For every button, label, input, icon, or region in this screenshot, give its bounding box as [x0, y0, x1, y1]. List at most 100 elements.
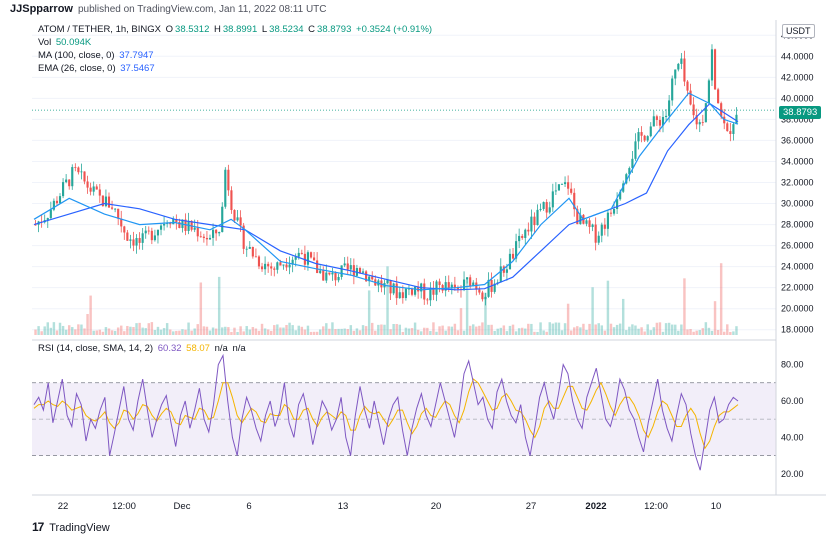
candle-body	[475, 282, 478, 290]
volume-bar	[95, 330, 98, 335]
candle-body	[603, 224, 606, 229]
volume-bar	[175, 330, 178, 335]
ema-legend[interactable]: EMA (26, close, 0) 37.5467	[38, 63, 157, 74]
volume-bar	[147, 323, 151, 335]
time-axis[interactable]: 22 12:00 Dec 6 13 20 27 2022 12:00 10	[58, 501, 722, 512]
symbol-label[interactable]: ATOM / TETHER, 1h, BINGX	[38, 24, 161, 35]
candle-body	[135, 238, 138, 246]
volume-bar	[377, 324, 380, 335]
candle-body	[612, 209, 616, 214]
rsi-value: 60.32	[157, 343, 182, 354]
candle-body	[710, 49, 714, 81]
volume-bar	[74, 329, 77, 335]
candle-body	[129, 239, 132, 241]
candle-body	[117, 208, 120, 219]
volume-bar	[208, 330, 212, 335]
candle-body	[34, 224, 37, 226]
volume-bar	[609, 323, 613, 335]
volume-bar	[58, 322, 62, 335]
author-name[interactable]: JJSpparrow	[10, 3, 73, 15]
volume-bar	[704, 322, 708, 335]
volume-bar	[701, 328, 705, 335]
price-grid	[32, 34, 776, 331]
volume-bar	[196, 324, 199, 335]
chart-canvas[interactable]: 18.0000 20.0000 22.0000 24.0000 26.0000 28.00…	[0, 0, 826, 520]
volume-bar	[423, 327, 426, 335]
candle-body	[652, 116, 655, 127]
candle-body	[695, 115, 698, 125]
volume-bar	[533, 331, 536, 335]
volume-bar	[312, 331, 316, 335]
candle-body	[83, 171, 86, 182]
candle-body	[585, 220, 588, 224]
candle-body	[62, 182, 65, 197]
footer[interactable]: 17 TradingView	[32, 520, 110, 534]
rsi-tick-label: 80.00	[781, 360, 804, 370]
candle-body	[438, 281, 441, 286]
volume-bar	[242, 331, 245, 335]
candle-body	[98, 189, 101, 196]
volume-bar	[141, 327, 144, 335]
rsi-sma-value: 58.07	[186, 343, 210, 354]
rsi-legend[interactable]: RSI (14, close, SMA, 14, 2) 60.32 58.07 …	[38, 343, 248, 354]
candle-body	[643, 135, 646, 141]
candle-body	[634, 141, 637, 159]
volume-bar	[318, 329, 322, 335]
volume-bar	[710, 330, 714, 335]
candle-body	[371, 276, 374, 280]
volume-bar	[413, 322, 417, 335]
candle-body	[309, 252, 313, 258]
candle-body	[414, 286, 417, 295]
volume-bar	[416, 329, 420, 335]
volume-bar	[487, 324, 490, 335]
candle-body	[147, 230, 150, 232]
volume-bar	[729, 331, 732, 335]
candle-body	[450, 284, 453, 289]
candle-body	[215, 229, 218, 234]
candle-body	[86, 181, 89, 188]
volume-bar	[465, 280, 469, 335]
volume-bar	[233, 327, 236, 335]
volume-bar	[640, 327, 643, 335]
volume-bar	[496, 328, 499, 335]
candle-body	[361, 271, 365, 273]
price-tick-label: 30.0000	[781, 199, 814, 209]
candle-body	[221, 206, 224, 233]
candle-body	[591, 224, 594, 228]
candle-body	[205, 237, 209, 240]
volume-bar	[634, 325, 637, 335]
candle-body	[104, 196, 108, 207]
candle-body	[579, 214, 582, 225]
candlestick-series	[34, 44, 738, 307]
volume-bar	[361, 325, 365, 335]
candle-body	[481, 292, 484, 300]
time-tick-label: 13	[338, 501, 349, 512]
volume-bar	[221, 327, 224, 335]
rsi-tick-label: 40.00	[781, 432, 804, 442]
candle-body	[239, 217, 242, 226]
ma-legend[interactable]: MA (100, close, 0) 37.7947	[38, 50, 156, 61]
volume-legend[interactable]: Vol 50.094K	[38, 37, 93, 48]
volume-bar	[64, 329, 68, 335]
candle-body	[300, 252, 303, 254]
volume-bar	[707, 327, 711, 335]
volume-bar	[224, 326, 227, 335]
candle-body	[392, 283, 395, 294]
candle-body	[521, 235, 524, 238]
candle-body	[257, 256, 261, 267]
volume-bar	[334, 329, 337, 335]
volume-bar	[735, 326, 738, 335]
candle-body	[260, 266, 264, 270]
candle-body	[138, 238, 141, 243]
volume-bar	[716, 329, 720, 335]
currency-label[interactable]: USDT	[782, 24, 815, 38]
candle-body	[530, 216, 533, 232]
volume-bar	[239, 326, 242, 335]
volume-bar	[726, 324, 729, 335]
price-axis[interactable]: 18.0000 20.0000 22.0000 24.0000 26.0000 28.00…	[781, 30, 814, 334]
rsi-na-2: n/a	[232, 343, 246, 354]
volume-bar	[591, 287, 594, 335]
candle-body	[306, 252, 310, 265]
rsi-axis[interactable]: 20.00 40.00 60.00 80.00	[781, 360, 804, 479]
volume-bar	[432, 322, 435, 335]
